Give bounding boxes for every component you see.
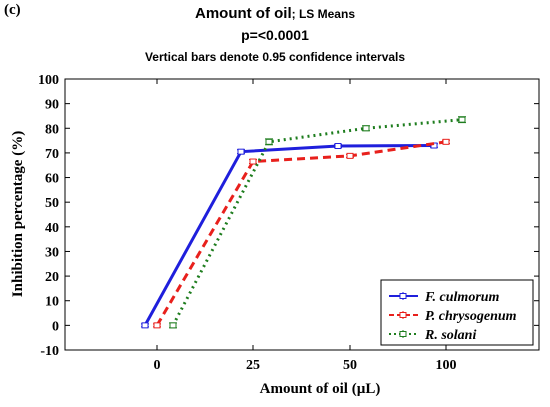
- series-line: [171, 118, 463, 327]
- panel-label: (c): [4, 2, 21, 18]
- data-point: [141, 322, 149, 329]
- y-axis-title: Inhibition percentage (%): [10, 131, 26, 297]
- y-tick-label: -10: [40, 344, 59, 359]
- legend-marker: [399, 312, 407, 318]
- y-tick-label: 40: [45, 221, 59, 236]
- y-tick-label: 30: [45, 245, 59, 260]
- chart-pvalue: p=<0.0001: [241, 27, 309, 43]
- y-tick-label: 60: [45, 172, 59, 187]
- y-tick-label: 50: [45, 196, 59, 211]
- chart-title-suffix: ; LS Means: [291, 7, 355, 21]
- y-axis: -10 0 10 20 30 40 50 60 70 80 90 100: [38, 73, 539, 359]
- data-point: [249, 158, 257, 165]
- legend-label: F. culmorum: [424, 290, 500, 305]
- x-tick-label: 25: [246, 358, 260, 373]
- legend-label: R. solani: [424, 328, 476, 343]
- y-tick-label: 70: [45, 147, 59, 162]
- plot-frame: [64, 78, 540, 351]
- y-tick-label: 100: [38, 73, 59, 88]
- chart-title-main: Amount of oil: [194, 5, 292, 22]
- x-axis-title: Amount of oil (µL): [260, 381, 381, 397]
- x-axis: 0 25 50 100: [154, 79, 457, 373]
- y-tick-label: 0: [52, 319, 59, 334]
- series-3: [169, 116, 466, 329]
- y-tick-label: 10: [45, 295, 59, 310]
- y-tick-label: 90: [45, 98, 59, 113]
- data-point: [442, 138, 450, 145]
- data-point: [458, 116, 466, 123]
- series-line: [143, 144, 435, 327]
- legend: F. culmorum P. chrysogenum R. solani: [380, 279, 534, 346]
- chart-title: Amount of oil; LS Means: [0, 5, 550, 23]
- chart-note: Vertical bars denote 0.95 confidence int…: [144, 50, 406, 64]
- data-point: [362, 125, 370, 132]
- series-layer: [141, 116, 466, 329]
- data-point: [169, 322, 177, 329]
- data-point: [153, 322, 161, 329]
- data-point: [265, 138, 273, 145]
- legend-marker: [399, 293, 407, 299]
- data-point: [237, 148, 245, 155]
- legend-label: P. chrysogenum: [425, 309, 517, 324]
- x-tick-label: 50: [343, 358, 357, 373]
- data-point: [346, 152, 354, 159]
- y-tick-label: 20: [45, 270, 59, 285]
- series-2: [153, 138, 450, 329]
- series-line: [155, 140, 447, 327]
- legend-marker: [399, 331, 407, 337]
- y-tick-label: 80: [45, 122, 59, 137]
- x-tick-label: 0: [154, 358, 161, 373]
- x-tick-label: 100: [436, 358, 457, 373]
- data-point: [334, 143, 342, 150]
